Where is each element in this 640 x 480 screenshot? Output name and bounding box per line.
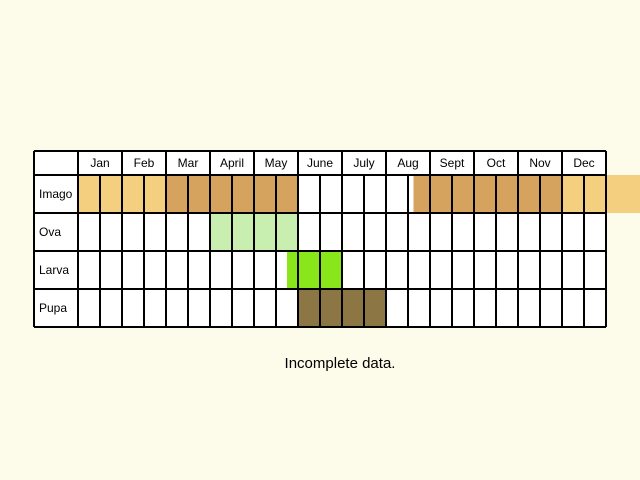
month-label: Sept	[440, 156, 465, 170]
month-label: Oct	[487, 156, 506, 170]
month-label: Aug	[397, 156, 418, 170]
month-label: May	[265, 156, 288, 170]
month-label: April	[220, 156, 244, 170]
month-label: Jan	[90, 156, 109, 170]
month-label: Dec	[573, 156, 594, 170]
row-label: Ova	[39, 225, 61, 239]
grid-lines	[33, 150, 607, 328]
period-imago-2	[413, 175, 562, 213]
month-label: Mar	[178, 156, 199, 170]
period-layer	[34, 151, 640, 327]
row-label: Pupa	[39, 301, 67, 315]
labels: Jan Feb Mar April May June July Aug Sept Oct Nov De…	[39, 156, 595, 315]
month-label: Feb	[134, 156, 155, 170]
caption: Incomplete data.	[284, 355, 396, 372]
month-label: June	[307, 156, 333, 170]
row-label: Imago	[39, 187, 73, 201]
month-label: Nov	[529, 156, 550, 170]
row-label: Larva	[39, 263, 69, 277]
period-larva-0	[287, 251, 342, 289]
period-imago-3	[562, 175, 640, 213]
month-label: July	[353, 156, 374, 170]
